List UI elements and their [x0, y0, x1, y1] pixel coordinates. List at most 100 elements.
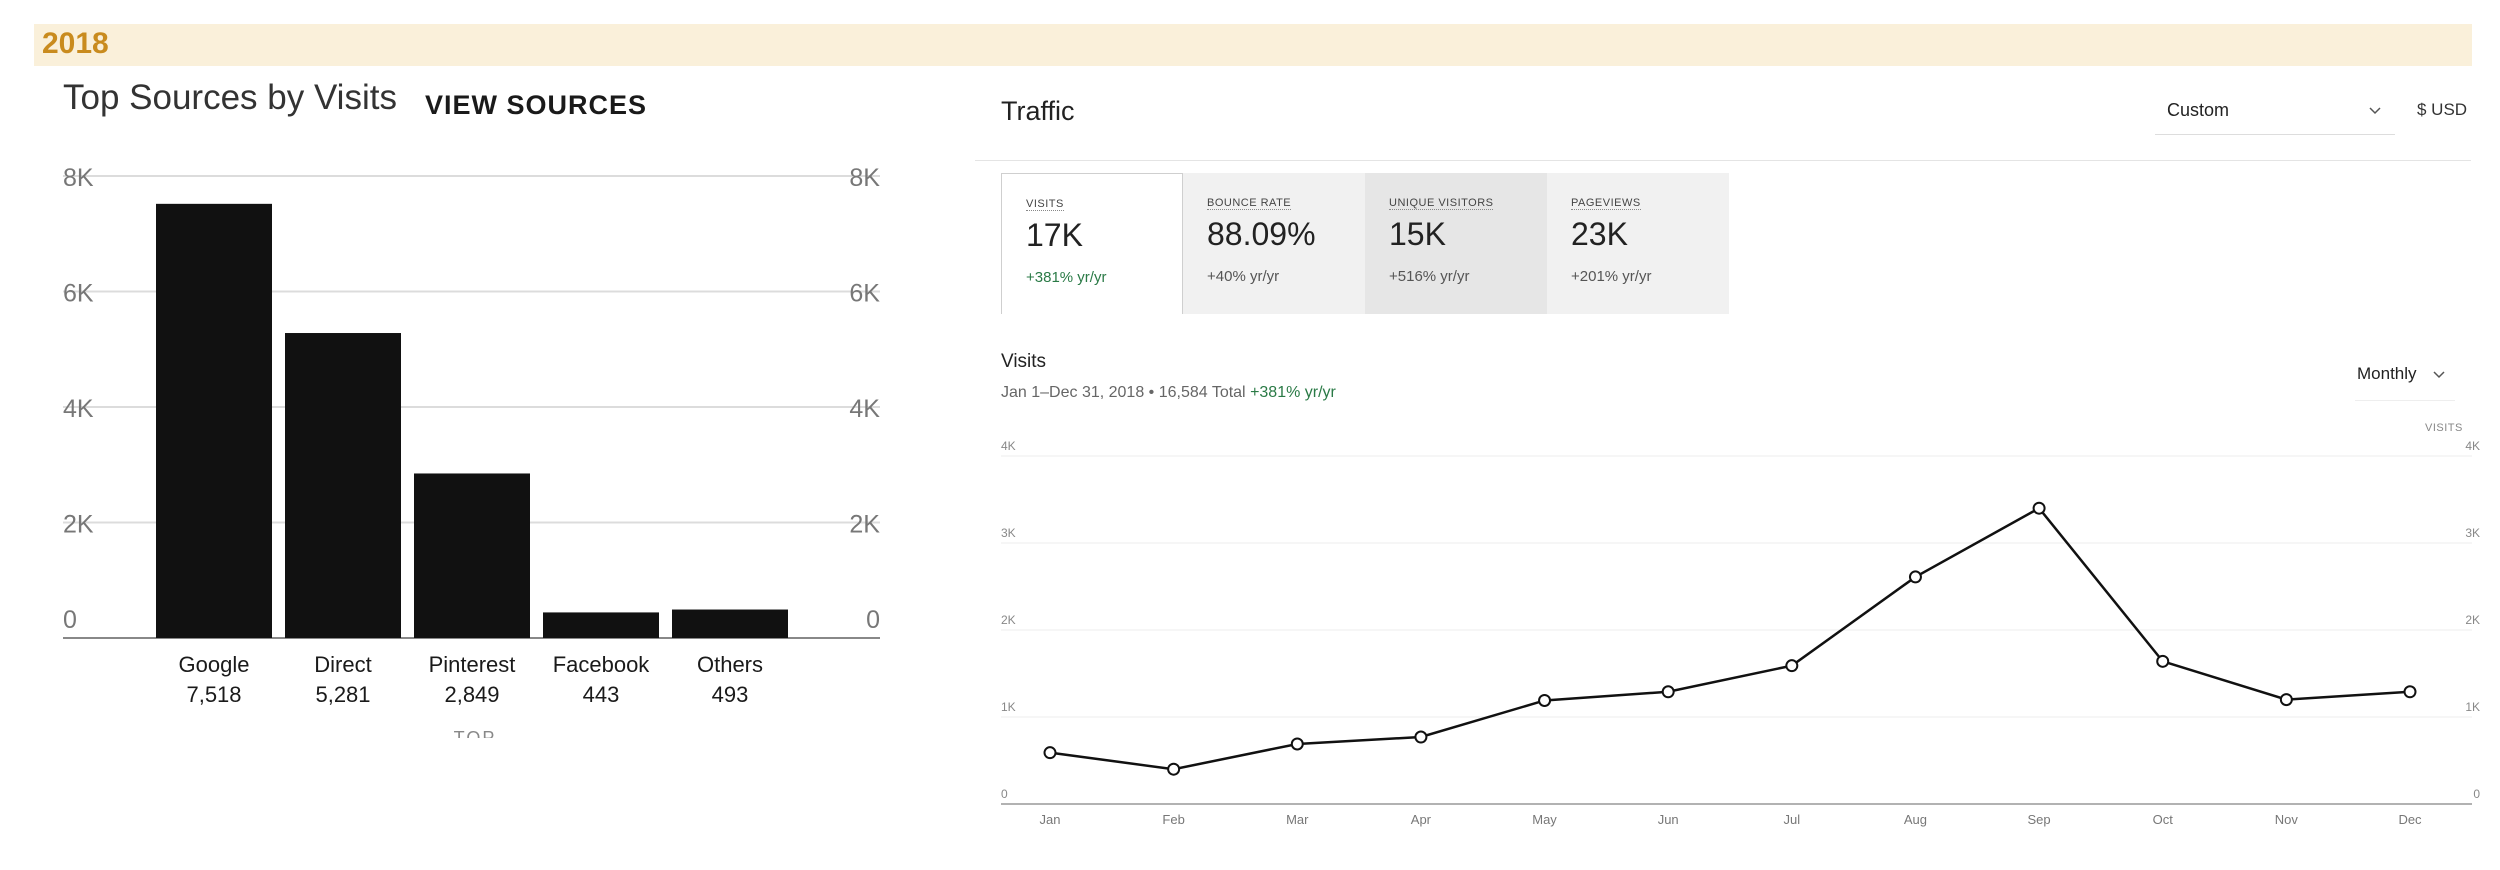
metric-label: UNIQUE VISITORS: [1389, 197, 1494, 210]
data-point: [1414, 730, 1428, 744]
x-tick-label: Feb: [1162, 812, 1184, 827]
y-tick-label-left: 6K: [63, 280, 94, 308]
y-tick-label-right: 1K: [2465, 700, 2480, 714]
tab-pageviews[interactable]: PAGEVIEWS 23K +201% yr/yr: [1547, 173, 1729, 314]
metric-label: PAGEVIEWS: [1571, 197, 1641, 210]
x-tick-label: Apr: [1411, 812, 1432, 827]
data-point: [1908, 570, 1922, 584]
metric-change: +40% yr/yr: [1207, 268, 1280, 285]
x-tick-label: Pinterest: [429, 652, 516, 677]
x-tick-label: Google: [179, 652, 250, 677]
metric-label: BOUNCE RATE: [1207, 197, 1292, 210]
data-point: [1661, 685, 1675, 699]
y-tick-label-right: 0: [866, 606, 880, 634]
data-point: [2403, 685, 2417, 699]
y-tick-label-left: 2K: [63, 511, 94, 539]
separator-dot: •: [1148, 384, 1159, 401]
year-banner: 2018: [34, 24, 2472, 66]
tab-visits[interactable]: VISITS 17K +381% yr/yr: [1001, 173, 1183, 314]
visits-change: +381% yr/yr: [1250, 384, 1336, 401]
year-label: 2018: [42, 27, 109, 60]
data-point: [1167, 762, 1181, 776]
y-tick-label-right: 4K: [849, 395, 880, 423]
y-tick-label-left: 8K: [63, 164, 94, 192]
y-tick-label-right: 0: [2473, 787, 2480, 801]
data-point: [2279, 693, 2293, 707]
y-tick-label-left: 1K: [1001, 700, 1016, 714]
x-tick-label: Sep: [2028, 812, 2051, 827]
visits-date-range: Jan 1–Dec 31, 2018: [1001, 384, 1145, 401]
y-tick-label-right: 3K: [2465, 526, 2480, 540]
chevron-down-icon: [2367, 102, 2383, 123]
visits-axis-label: VISITS: [2425, 422, 2463, 434]
tab-unique-visitors[interactable]: UNIQUE VISITORS 15K +516% yr/yr: [1365, 173, 1547, 314]
y-tick-label-right: 4K: [2465, 439, 2480, 453]
metric-change: +201% yr/yr: [1571, 268, 1652, 285]
y-tick-label-left: 0: [1001, 787, 1008, 801]
metric-value: 88.09%: [1207, 216, 1316, 252]
y-tick-label-right: 6K: [849, 280, 880, 308]
x-tick-label: Aug: [1904, 812, 1927, 827]
date-range-select[interactable]: Custom: [2155, 92, 2395, 135]
metric-change: +381% yr/yr: [1026, 269, 1107, 286]
data-label: 7,518: [186, 682, 241, 707]
x-tick-label: Mar: [1286, 812, 1309, 827]
data-point: [2156, 654, 2170, 668]
metric-change: +516% yr/yr: [1389, 268, 1470, 285]
x-tick-label: Dec: [2398, 812, 2422, 827]
x-tick-label: May: [1532, 812, 1557, 827]
metric-value: 15K: [1389, 216, 1446, 252]
data-point: [2032, 501, 2046, 515]
data-label: 2,849: [444, 682, 499, 707]
visits-series-line: [1049, 506, 2411, 771]
bar: [414, 473, 530, 638]
x-tick-label: Jan: [1040, 812, 1061, 827]
metric-tabs: VISITS 17K +381% yr/yr BOUNCE RATE 88.09…: [1001, 173, 1729, 314]
bar: [543, 612, 659, 638]
y-tick-label-left: 2K: [1001, 613, 1016, 627]
metric-value: 23K: [1571, 216, 1628, 252]
visits-summary: Jan 1–Dec 31, 2018 • 16,584 Total +381% …: [1001, 384, 1336, 402]
x-tick-label: Others: [697, 652, 763, 677]
top-sources-title: Top Sources by Visits: [63, 78, 397, 117]
bar: [156, 203, 272, 638]
traffic-title: Traffic: [1001, 96, 1075, 126]
visits-total: 16,584 Total: [1158, 384, 1246, 401]
data-label: 443: [583, 682, 620, 707]
currency-label: $ USD: [2417, 100, 2468, 119]
metric-value: 17K: [1026, 217, 1083, 253]
x-tick-label: Jun: [1658, 812, 1679, 827]
period-select[interactable]: Monthly: [2355, 362, 2455, 401]
data-point: [1043, 746, 1057, 760]
metric-label: VISITS: [1026, 198, 1064, 211]
data-point: [1290, 737, 1304, 751]
date-range-select-value: Custom: [2167, 100, 2230, 120]
visits-chart-title: Visits: [1001, 351, 1047, 372]
tab-bounce-rate[interactable]: BOUNCE RATE 88.09% +40% yr/yr: [1183, 173, 1365, 314]
data-point: [1785, 659, 1799, 673]
x-tick-label: Jul: [1784, 812, 1801, 827]
chevron-down-icon: [2431, 366, 2447, 387]
x-tick-label: Direct: [314, 652, 371, 677]
y-tick-label-left: 0: [63, 606, 77, 634]
y-tick-label-right: 2K: [849, 511, 880, 539]
view-sources-link[interactable]: VIEW SOURCES: [425, 90, 648, 120]
bar: [285, 333, 401, 638]
top-sources-bar-chart: 0 0 2K 2K 4K 4K 6K 6K 8K 8K Google 7,518 Direct 5,281…: [63, 164, 880, 707]
x-tick-label: Oct: [2153, 812, 2174, 827]
y-tick-label-right: 8K: [849, 164, 880, 192]
y-tick-label-left: 3K: [1001, 526, 1016, 540]
top-sources-axis-caption: TOP SOURCES: [453, 728, 497, 738]
data-point: [1538, 693, 1552, 707]
y-tick-label-right: 2K: [2465, 613, 2480, 627]
x-tick-label: Nov: [2275, 812, 2299, 827]
header-divider: [975, 160, 2471, 161]
period-select-value: Monthly: [2357, 364, 2417, 383]
data-label: 493: [712, 682, 749, 707]
bar: [672, 609, 788, 638]
data-label: 5,281: [315, 682, 370, 707]
y-tick-label-left: 4K: [1001, 439, 1016, 453]
y-tick-label-left: 4K: [63, 395, 94, 423]
x-tick-label: Facebook: [553, 652, 651, 677]
